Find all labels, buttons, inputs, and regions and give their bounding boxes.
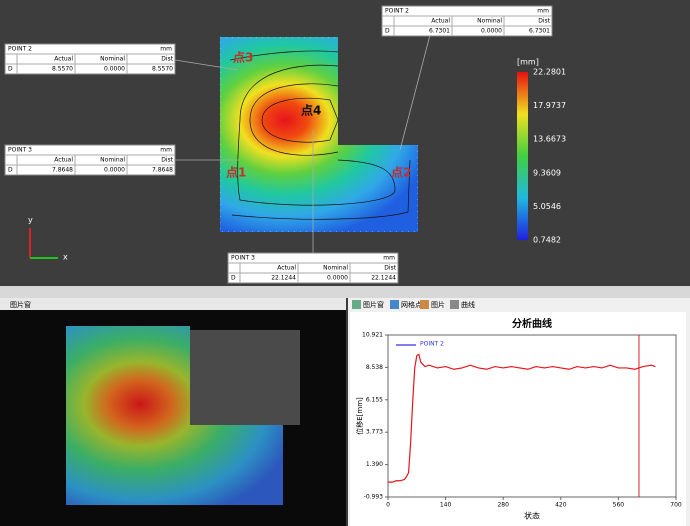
color-bar-label: 22.2801 xyxy=(533,68,566,77)
column-header: Actual xyxy=(54,157,73,164)
box-bg xyxy=(4,43,176,75)
point-boxes: POINT 2 mm D Actual 8.5570 Nominal 0.0000 Dist 8… xyxy=(4,5,553,284)
box-unit: mm xyxy=(537,8,549,15)
marker-label: 点3 xyxy=(233,50,253,65)
tab[interactable] xyxy=(450,300,459,309)
y-axis-label: 位移E[mm] xyxy=(355,397,364,435)
point-box: POINT 2 mm D Actual 8.5570 Nominal 0.0000 Dist 8… xyxy=(4,43,176,75)
column-header: Dist xyxy=(538,18,550,25)
box-title: POINT 3 xyxy=(231,255,255,262)
row-label: D xyxy=(231,275,236,282)
leader-lines xyxy=(174,34,431,253)
x-tick-label: 420 xyxy=(555,502,567,509)
cell: 6.7301 xyxy=(429,28,450,35)
box-bg xyxy=(381,5,553,37)
color-bar-label: 17.9737 xyxy=(533,101,566,110)
x-tick-label: 700 xyxy=(670,502,682,509)
y-tick-label: 10.921 xyxy=(362,332,383,339)
x-tick-label: 0 xyxy=(386,502,390,509)
tab[interactable] xyxy=(420,300,429,309)
column-header: Dist xyxy=(384,265,396,272)
box-title: POINT 3 xyxy=(8,147,32,154)
cell: 7.8648 xyxy=(52,167,73,174)
color-bar xyxy=(517,72,528,240)
tab-label[interactable]: 网格点 xyxy=(401,300,422,309)
color-bar-label: 9.3609 xyxy=(533,168,561,177)
tab-label[interactable]: 图片窗 xyxy=(363,300,384,309)
cell: 6.7301 xyxy=(529,28,550,35)
tab-bar: 图片窗 网格点 图片 曲线 xyxy=(352,300,475,309)
cell: 0.0000 xyxy=(104,66,125,73)
x-tick-label: 560 xyxy=(613,502,625,509)
cell: 22.1244 xyxy=(271,275,296,282)
point-box: POINT 3 mm D Actual 22.1244 Nominal 0.0000 Dist… xyxy=(227,252,399,284)
legend-label: POINT 2 xyxy=(420,341,444,348)
marker-label: 点4 xyxy=(301,103,321,118)
y-tick-label: 8.538 xyxy=(366,364,383,371)
color-bar-label: 5.0546 xyxy=(533,202,561,211)
marker-label: 点1 xyxy=(226,165,246,180)
column-header: Nominal xyxy=(477,18,502,25)
color-bar-unit: [mm] xyxy=(517,58,539,67)
chart-title: 分析曲线 xyxy=(512,317,552,330)
tab-label[interactable]: 曲线 xyxy=(461,300,475,309)
box-bg xyxy=(227,252,399,284)
tab[interactable] xyxy=(390,300,399,309)
x-tick-label: 280 xyxy=(497,502,509,509)
axis-label: x xyxy=(63,253,68,262)
chart: 分析曲线 -0.993 1.390 3.773 6.155 8.538 10.921 0 140… xyxy=(355,317,682,521)
row-label: D xyxy=(8,66,13,73)
axis-triad: y x xyxy=(28,216,68,262)
box-title: POINT 2 xyxy=(8,46,32,53)
tab[interactable]: 图片窗 xyxy=(10,300,31,309)
column-header: Actual xyxy=(54,56,73,63)
color-bar-label: 13.6673 xyxy=(533,135,566,144)
column-header: Nominal xyxy=(100,157,125,164)
pane-titlebar xyxy=(0,286,690,298)
point-box: POINT 2 mm D Actual 6.7301 Nominal 0.0000 Dist 6… xyxy=(381,5,553,37)
point-box: POINT 3 mm D Actual 7.8648 Nominal 0.0000 Dist 7… xyxy=(4,144,176,176)
cell: 0.0000 xyxy=(104,167,125,174)
x-axis-label: 状态 xyxy=(524,511,540,521)
box-unit: mm xyxy=(160,147,172,154)
axis-label: y xyxy=(28,216,33,225)
box-bg xyxy=(4,144,176,176)
column-header: Dist xyxy=(161,56,173,63)
y-tick-label: 1.390 xyxy=(366,461,383,468)
tab[interactable] xyxy=(352,300,361,309)
cell: 7.8648 xyxy=(152,167,173,174)
y-tick-label: -0.993 xyxy=(364,494,384,501)
cell: 8.5570 xyxy=(152,66,173,73)
cell: 8.5570 xyxy=(52,66,73,73)
y-tick-label: 6.155 xyxy=(366,396,383,403)
plot-area xyxy=(387,334,677,498)
column-header: Actual xyxy=(431,18,450,25)
box-unit: mm xyxy=(160,46,172,53)
color-bar-label: 0.7482 xyxy=(533,236,561,245)
column-header: Actual xyxy=(277,265,296,272)
column-header: Nominal xyxy=(323,265,348,272)
x-tick-label: 140 xyxy=(440,502,452,509)
y-tick-label: 3.773 xyxy=(366,429,383,436)
column-header: Nominal xyxy=(100,56,125,63)
viewport xyxy=(0,0,690,286)
series-line xyxy=(388,353,656,483)
cell: 0.0000 xyxy=(481,28,502,35)
column-header: Dist xyxy=(161,157,173,164)
marker-label: 点2 xyxy=(391,165,411,180)
heat-overlay xyxy=(66,326,283,505)
row-label: D xyxy=(8,167,13,174)
cell: 22.1244 xyxy=(371,275,396,282)
box-unit: mm xyxy=(383,255,395,262)
box-title: POINT 2 xyxy=(385,8,409,15)
row-label: D xyxy=(385,28,390,35)
tab-label[interactable]: 图片 xyxy=(431,300,445,309)
cell: 0.0000 xyxy=(327,275,348,282)
